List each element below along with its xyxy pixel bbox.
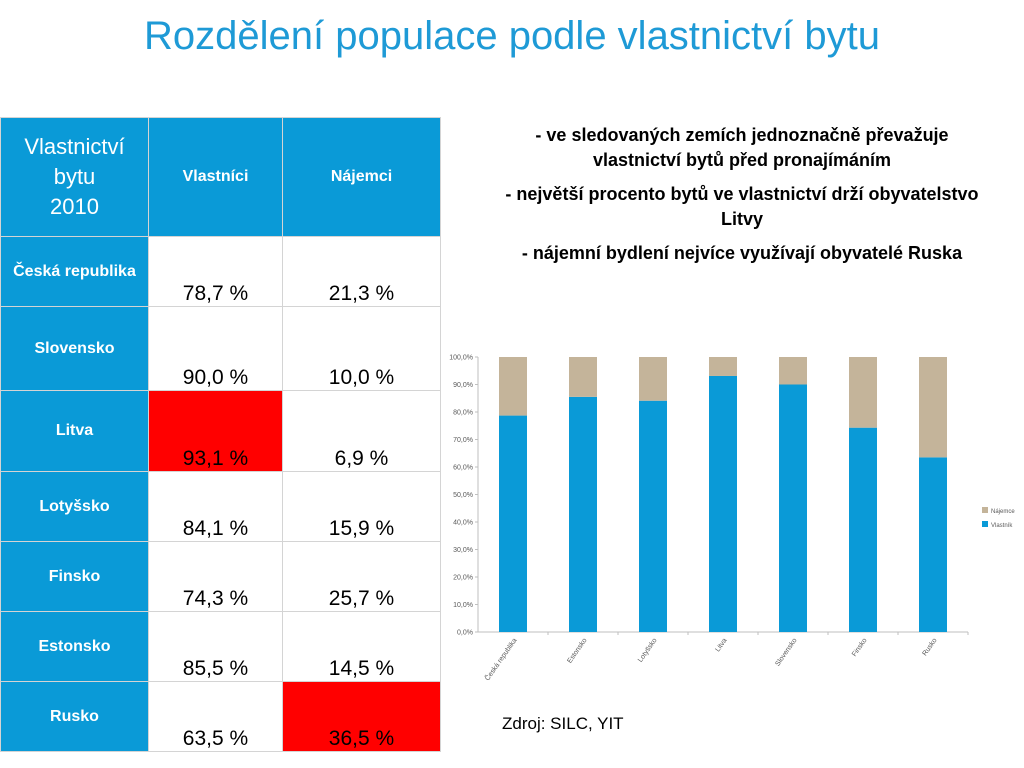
y-tick-label: 40,0%	[453, 520, 473, 527]
y-tick-label: 100,0%	[449, 355, 473, 362]
bar-segment-owners	[499, 415, 527, 632]
x-category-label: Litva	[714, 637, 728, 653]
bar-segment-tenants	[919, 357, 947, 458]
table-row: Estonsko 85,5 % 14,5 %	[0, 611, 441, 682]
bar-segment-owners	[849, 427, 877, 632]
table-row: Rusko 63,5 % 36,5 %	[0, 681, 441, 752]
x-category-label: Slovensko	[774, 637, 798, 668]
row-country: Lotyšsko	[0, 471, 149, 542]
corner-label-year: 2010	[50, 194, 99, 219]
finding-1: - ve sledovaných zemích jednoznačně přev…	[535, 125, 949, 170]
table-row: Finsko 74,3 % 25,7 %	[0, 541, 441, 612]
bar-segment-owners	[569, 396, 597, 632]
row-country: Česká republika	[0, 236, 149, 307]
y-tick-label: 70,0%	[453, 437, 473, 444]
tenants-value: 15,9 %	[282, 471, 441, 542]
table-corner-cell: Vlastnictví bytu 2010	[0, 117, 149, 237]
bar-segment-tenants	[499, 357, 527, 416]
bar-segment-tenants	[849, 357, 877, 428]
owners-value: 78,7 %	[148, 236, 283, 307]
y-tick-label: 80,0%	[453, 410, 473, 417]
legend-label: Nájemce	[991, 509, 1015, 515]
owners-value: 84,1 %	[148, 471, 283, 542]
table-row: Slovensko 90,0 % 10,0 %	[0, 306, 441, 391]
table-header-row: Vlastnictví bytu 2010 Vlastníci Nájemci	[0, 117, 441, 237]
row-country: Litva	[0, 390, 149, 472]
column-header-tenants: Nájemci	[282, 117, 441, 237]
y-tick-label: 60,0%	[453, 465, 473, 472]
corner-label-line1: Vlastnictví	[24, 134, 125, 159]
legend-swatch	[982, 521, 988, 527]
y-tick-label: 10,0%	[453, 602, 473, 609]
x-category-label: Česká republika	[482, 636, 518, 682]
bar-segment-tenants	[569, 357, 597, 397]
legend-swatch	[982, 507, 988, 513]
y-tick-label: 0,0%	[457, 630, 473, 637]
row-country: Finsko	[0, 541, 149, 612]
tenants-value: 10,0 %	[282, 306, 441, 391]
owners-value: 90,0 %	[148, 306, 283, 391]
row-country: Rusko	[0, 681, 149, 752]
ownership-table: Vlastnictví bytu 2010 Vlastníci Nájemci …	[0, 117, 441, 752]
bar-segment-tenants	[779, 357, 807, 385]
column-header-owners: Vlastníci	[148, 117, 283, 237]
y-tick-label: 30,0%	[453, 547, 473, 554]
table-row: Lotyšsko 84,1 % 15,9 %	[0, 471, 441, 542]
tenants-value: 25,7 %	[282, 541, 441, 612]
y-tick-label: 90,0%	[453, 382, 473, 389]
bar-segment-owners	[709, 375, 737, 632]
owners-value: 74,3 %	[148, 541, 283, 612]
slide-title: Rozdělení populace podle vlastnictví byt…	[143, 14, 880, 58]
owners-value: 63,5 %	[148, 681, 283, 752]
bar-segment-owners	[639, 400, 667, 632]
tenants-value: 6,9 %	[282, 390, 441, 472]
finding-2: - největší procento bytů ve vlastnictví …	[505, 184, 979, 229]
owners-value: 85,5 %	[148, 611, 283, 682]
source-note: Zdroj: SILC, YIT	[502, 714, 624, 733]
corner-label-line2: bytu	[53, 164, 96, 189]
x-category-label: Lotyšsko	[637, 637, 659, 664]
finding-3: - nájemní bydlení nejvíce využívají obyv…	[521, 243, 963, 263]
bar-segment-owners	[779, 384, 807, 632]
stacked-bar-chart: 0,0% 10,0% 20,0% 30,0% 40,0% 50,0% 60,0% 70,0% 8…	[449, 355, 1015, 683]
owners-value-highlighted: 93,1 %	[148, 390, 283, 472]
tenants-value-highlighted: 36,5 %	[282, 681, 441, 752]
legend-label: Vlastník	[991, 523, 1013, 529]
tenants-value: 14,5 %	[282, 611, 441, 682]
x-category-label: Estonsko	[566, 637, 588, 665]
x-category-label: Finsko	[851, 637, 869, 658]
x-category-label: Rusko	[922, 637, 939, 657]
bar-segment-tenants	[639, 357, 667, 401]
row-country: Estonsko	[0, 611, 149, 682]
table-row: Litva 93,1 % 6,9 %	[0, 390, 441, 472]
bar-segment-tenants	[709, 357, 737, 376]
y-tick-label: 20,0%	[453, 575, 473, 582]
row-country: Slovensko	[0, 306, 149, 391]
bar-segment-owners	[919, 457, 947, 632]
y-tick-label: 50,0%	[453, 492, 473, 499]
tenants-value: 21,3 %	[282, 236, 441, 307]
key-findings: - ve sledovaných zemích jednoznačně přev…	[492, 123, 992, 275]
table-row: Česká republika 78,7 % 21,3 %	[0, 236, 441, 307]
